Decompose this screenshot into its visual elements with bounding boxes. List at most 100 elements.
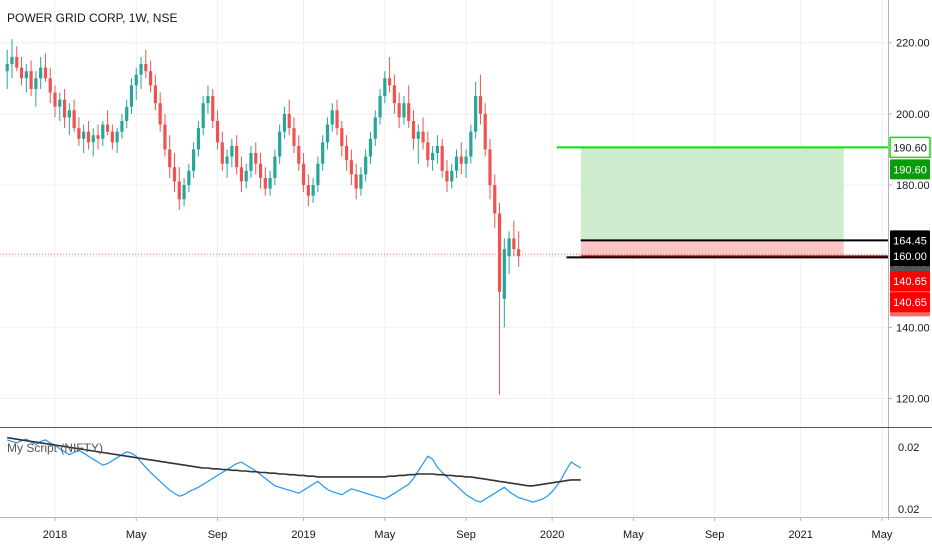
indicator-line xyxy=(7,438,582,503)
candle xyxy=(483,103,487,157)
candle-body xyxy=(172,167,177,182)
candle-body xyxy=(431,153,435,161)
candle-body xyxy=(278,131,282,157)
time-axis-labels[interactable]: 2018 May Sep 2019 May Sep 2020 May Sep 2021 May xyxy=(43,517,893,541)
candle xyxy=(316,156,320,193)
candle-body xyxy=(115,131,119,143)
candle xyxy=(225,149,229,178)
candle-body xyxy=(72,110,76,129)
candle-body xyxy=(297,145,301,164)
x-tick-label: 2020 xyxy=(540,529,564,541)
y-tick-label: 140.00 xyxy=(896,322,930,334)
price-tag: 160.00 xyxy=(890,246,930,267)
candle xyxy=(517,231,521,267)
candle-body xyxy=(392,85,396,104)
candle-body xyxy=(306,185,310,196)
candle xyxy=(493,174,497,228)
price-tag-label: 140.65 xyxy=(893,297,927,309)
position-zones[interactable] xyxy=(0,147,888,257)
candle-body xyxy=(368,138,373,157)
candle-body xyxy=(177,181,181,200)
candle xyxy=(330,103,334,132)
candle xyxy=(402,96,406,125)
candle-body xyxy=(321,142,325,164)
candle xyxy=(378,88,382,125)
candle xyxy=(359,167,363,196)
price-tag: 140.65 xyxy=(890,271,930,292)
candle xyxy=(230,138,234,168)
chart-title: POWER GRID CORP, 1W, NSE xyxy=(7,11,177,25)
candle xyxy=(282,106,287,139)
candle xyxy=(24,64,28,93)
candle-body xyxy=(158,103,162,125)
candle-body xyxy=(77,128,81,139)
indicator-ma-line xyxy=(7,436,581,487)
indicator-y-tick-label: 0.02 xyxy=(898,442,919,454)
candle xyxy=(349,149,353,186)
candle-series xyxy=(5,39,521,395)
candle xyxy=(91,128,95,157)
candle xyxy=(287,99,291,136)
candle xyxy=(201,96,205,136)
candle-body xyxy=(153,85,157,104)
candle-body xyxy=(459,156,463,164)
price-tag-label: 160.00 xyxy=(893,251,927,263)
candle xyxy=(239,156,244,193)
candle xyxy=(488,138,492,200)
candle xyxy=(459,142,463,175)
candle-body xyxy=(359,174,363,189)
candle-body xyxy=(316,163,320,186)
candle-body xyxy=(235,145,239,168)
candle-body xyxy=(263,177,267,189)
candle xyxy=(507,231,511,274)
candle-body xyxy=(301,163,306,186)
x-tick-label: May xyxy=(623,529,644,541)
candle xyxy=(129,78,134,114)
candle-body xyxy=(24,71,28,79)
candle-body xyxy=(378,96,382,118)
candle-body xyxy=(201,103,205,129)
candle-body xyxy=(192,149,196,171)
candle-body xyxy=(220,142,224,164)
x-tick-label: May xyxy=(126,529,147,541)
candle xyxy=(301,153,306,193)
candle xyxy=(249,145,253,178)
candle-body xyxy=(517,249,521,257)
candle xyxy=(67,103,71,136)
candle-body xyxy=(101,124,105,139)
candle xyxy=(110,124,114,150)
candle xyxy=(388,56,392,93)
candle xyxy=(445,160,449,193)
candle-body xyxy=(445,170,449,182)
candle-body xyxy=(402,103,406,118)
candle-body xyxy=(330,110,334,125)
candle-body xyxy=(215,120,220,143)
candle xyxy=(335,99,339,136)
candle-body xyxy=(5,64,9,72)
price-tag: 190.60 xyxy=(889,136,931,159)
candle-body xyxy=(354,174,358,189)
candle-body xyxy=(349,160,353,175)
y-tick-label: 220.00 xyxy=(896,38,930,50)
candle-body xyxy=(340,128,344,146)
candle xyxy=(407,85,411,129)
candle xyxy=(215,110,220,150)
candle-body xyxy=(211,96,215,121)
candle-body xyxy=(86,131,91,143)
candle-body xyxy=(478,96,483,114)
candle-body xyxy=(325,124,330,143)
candle xyxy=(474,81,478,139)
candle xyxy=(125,99,129,129)
candle-body xyxy=(15,56,19,68)
candle xyxy=(58,92,62,121)
candle-body xyxy=(364,156,368,175)
price-tag-label: 190.60 xyxy=(893,142,927,154)
candle-body xyxy=(67,110,71,118)
position-lines[interactable] xyxy=(556,146,888,259)
candle xyxy=(187,163,191,193)
price-tag-bg xyxy=(890,159,930,180)
candle xyxy=(149,60,153,93)
x-tick-label: 2018 xyxy=(43,529,67,541)
